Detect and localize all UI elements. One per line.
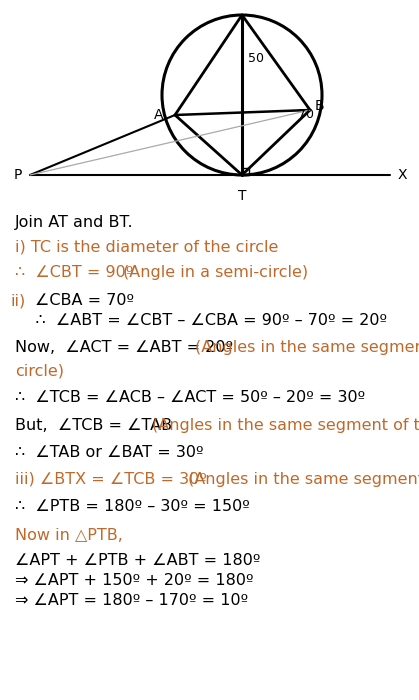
Text: Now in △PTB,: Now in △PTB, xyxy=(15,528,123,543)
Text: iii) ∠BTX = ∠TCB = 30º: iii) ∠BTX = ∠TCB = 30º xyxy=(15,472,217,487)
Text: C: C xyxy=(237,0,247,1)
Text: ∠APT + ∠PTB + ∠ABT = 180º: ∠APT + ∠PTB + ∠ABT = 180º xyxy=(15,553,260,568)
Text: But,  ∠TCB = ∠TAB: But, ∠TCB = ∠TAB xyxy=(15,418,182,433)
Text: 70: 70 xyxy=(298,108,314,122)
Text: P: P xyxy=(14,168,22,182)
Text: (Angle in a semi-circle): (Angle in a semi-circle) xyxy=(123,265,308,280)
Text: ∴  ∠CBT = 90º: ∴ ∠CBT = 90º xyxy=(15,265,143,280)
Text: ∴  ∠ABT = ∠CBT – ∠CBA = 90º – 70º = 20º: ∴ ∠ABT = ∠CBT – ∠CBA = 90º – 70º = 20º xyxy=(15,313,387,328)
Text: A: A xyxy=(153,108,163,122)
Text: T: T xyxy=(238,189,246,203)
Text: Join AT and BT.: Join AT and BT. xyxy=(15,215,134,230)
Text: ∠CBA = 70º: ∠CBA = 70º xyxy=(35,293,134,308)
Text: circle): circle) xyxy=(15,363,64,378)
Text: ⇒ ∠APT + 150º + 20º = 180º: ⇒ ∠APT + 150º + 20º = 180º xyxy=(15,573,253,588)
Text: (Angles in the same segment): (Angles in the same segment) xyxy=(188,472,419,487)
Text: Now,  ∠ACT = ∠ABT = 20º: Now, ∠ACT = ∠ABT = 20º xyxy=(15,340,243,355)
Text: B: B xyxy=(315,99,325,113)
Text: ∴  ∠TCB = ∠ACB – ∠ACT = 50º – 20º = 30º: ∴ ∠TCB = ∠ACB – ∠ACT = 50º – 20º = 30º xyxy=(15,390,365,405)
Text: (Angles in the same segment of the: (Angles in the same segment of the xyxy=(195,340,419,355)
Text: X: X xyxy=(398,168,408,182)
Text: i) TC is the diameter of the circle: i) TC is the diameter of the circle xyxy=(15,240,278,255)
Text: 50: 50 xyxy=(248,52,264,64)
Text: ∴  ∠TAB or ∠BAT = 30º: ∴ ∠TAB or ∠BAT = 30º xyxy=(15,445,204,460)
Text: (Angles in the same segment of the circle): (Angles in the same segment of the circl… xyxy=(152,418,419,433)
Text: ii): ii) xyxy=(10,293,25,308)
Text: ⇒ ∠APT = 180º – 170º = 10º: ⇒ ∠APT = 180º – 170º = 10º xyxy=(15,593,248,608)
Text: ∴  ∠PTB = 180º – 30º = 150º: ∴ ∠PTB = 180º – 30º = 150º xyxy=(15,499,250,514)
